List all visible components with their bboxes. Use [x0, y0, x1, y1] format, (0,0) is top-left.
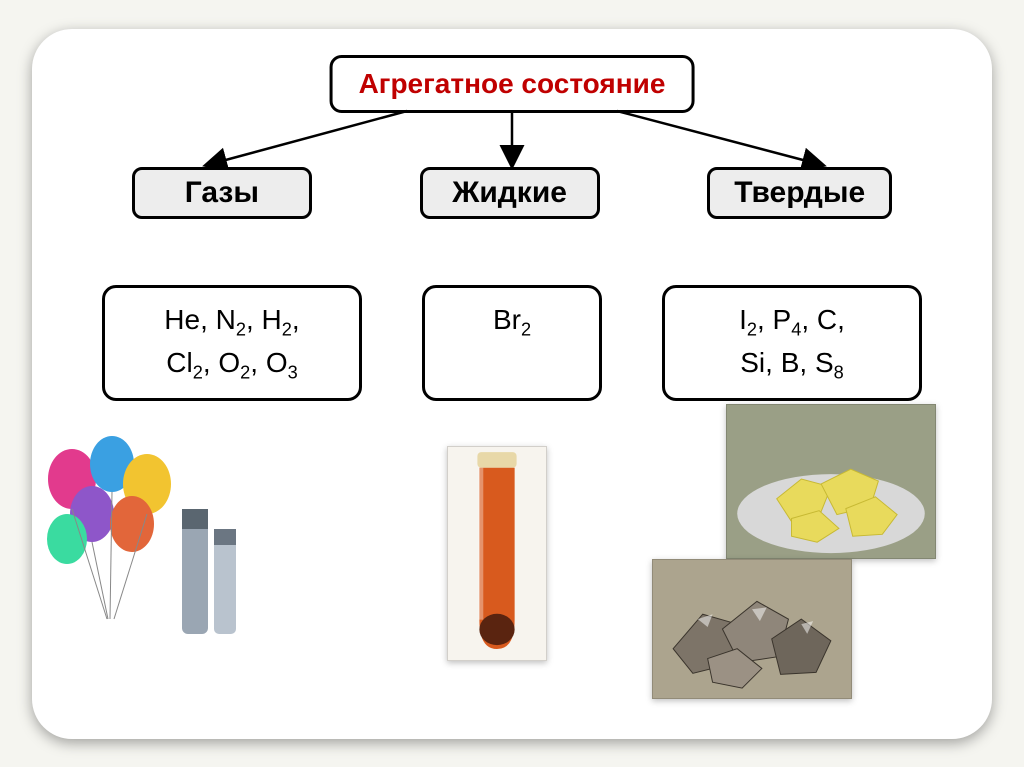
- examples-row: He, N2, H2,Cl2, O2, O3 Br2 I2, P4, C,Si,…: [32, 285, 992, 401]
- category-solids: Твердые: [707, 167, 892, 219]
- category-gases: Газы: [132, 167, 312, 219]
- sulfur-image: [726, 404, 936, 559]
- images-row: [32, 429, 992, 709]
- examples-gases: He, N2, H2,Cl2, O2, O3: [102, 285, 362, 401]
- examples-solids: I2, P4, C,Si, B, S8: [662, 285, 922, 401]
- category-liquids: Жидкие: [420, 167, 600, 219]
- silicon-image: [652, 559, 852, 699]
- bromine-tube-image: [447, 446, 547, 661]
- category-row: Газы Жидкие Твердые: [32, 167, 992, 219]
- balloons-image: [32, 429, 262, 639]
- examples-liquids: Br2: [422, 285, 602, 401]
- slide: Агрегатное состояние Газы Жидкие Твердые…: [32, 29, 992, 739]
